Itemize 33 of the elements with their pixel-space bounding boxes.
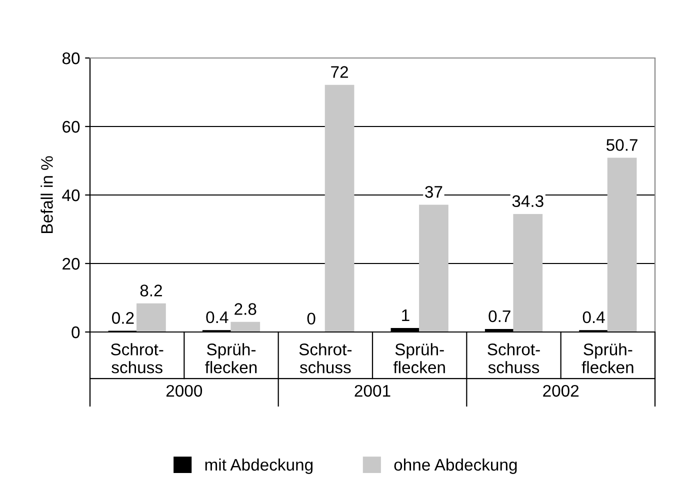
y-tick-label: 60: [62, 120, 80, 133]
x-tick-label: Sprüh- flecken: [582, 343, 634, 374]
bar: [607, 158, 637, 332]
legend-label: mit Abdeckung: [205, 458, 313, 474]
data-label: 0.7: [488, 310, 510, 322]
legend-label: ohne Abdeckung: [394, 458, 517, 474]
data-label: 50.7: [606, 139, 638, 151]
text: 2000: [166, 384, 202, 397]
y-tick-label: 20: [62, 258, 80, 270]
y-tick-label: 40: [62, 189, 80, 202]
y-tick-label: 0: [72, 326, 80, 338]
y-tick-label: 80: [62, 52, 80, 64]
data-label: 34.3: [512, 195, 544, 208]
data-label: 72: [331, 66, 348, 78]
data-label: 2.8: [234, 303, 256, 315]
data-label: 0.2: [112, 312, 134, 324]
x-tick-label: Schrot- schuss: [488, 343, 540, 374]
text: 2002: [543, 384, 579, 397]
data-label: 0.4: [582, 311, 605, 324]
data-label: 37: [425, 186, 442, 198]
data-label: 0.4: [206, 311, 228, 324]
x-tick-label: Schrot- schuss: [110, 343, 164, 374]
x-tick-label: Sprüh- flecken: [205, 343, 257, 374]
x-tick-label: Sprüh- flecken: [393, 343, 445, 374]
bar: [324, 84, 354, 332]
text: 2001: [354, 384, 390, 397]
bar: [513, 214, 543, 332]
x-tick-label: Schrot- schuss: [299, 343, 352, 374]
bar: [419, 204, 448, 332]
y-axis-title: Befall in %: [40, 156, 53, 234]
data-label: 1: [402, 309, 410, 321]
data-label: 8.2: [140, 284, 162, 296]
data-label: 0: [307, 312, 316, 325]
